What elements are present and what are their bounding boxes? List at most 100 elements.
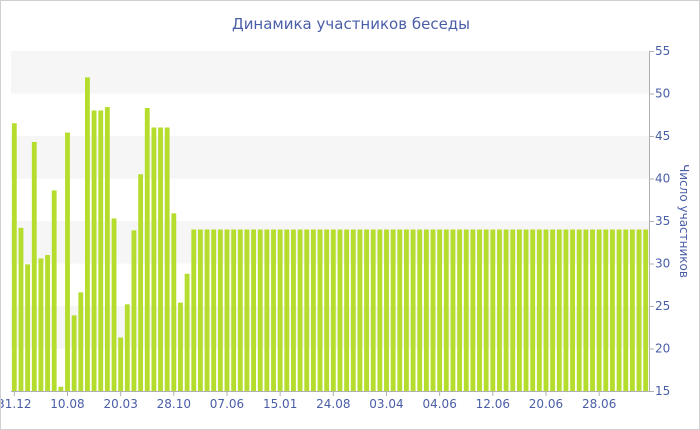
bar xyxy=(384,229,389,391)
bar xyxy=(65,132,70,391)
bar xyxy=(244,229,250,391)
bar xyxy=(217,229,223,391)
bar xyxy=(616,229,622,391)
bar xyxy=(503,229,509,391)
bar xyxy=(317,229,323,391)
bar xyxy=(423,229,429,391)
bar xyxy=(257,229,263,391)
grid-band xyxy=(11,221,649,264)
bar xyxy=(390,229,396,391)
bar xyxy=(191,229,197,391)
bar xyxy=(530,229,536,391)
bar xyxy=(510,229,516,391)
y-tick-label: 20 xyxy=(655,342,670,356)
bar xyxy=(370,229,376,391)
y-tick-label: 25 xyxy=(655,299,670,313)
bar xyxy=(350,229,356,391)
x-tick-label: 31.12 xyxy=(1,397,32,411)
x-tick-label: 12.06 xyxy=(476,397,510,411)
bar xyxy=(457,229,463,391)
bar xyxy=(629,229,635,391)
bar xyxy=(556,229,562,391)
bar xyxy=(636,229,642,391)
y-tick-label: 55 xyxy=(655,44,670,58)
bar xyxy=(91,110,97,391)
bar xyxy=(164,127,170,391)
bar xyxy=(158,127,163,391)
bar xyxy=(477,229,482,391)
bar xyxy=(85,77,90,391)
bar xyxy=(543,229,549,391)
bar xyxy=(184,273,190,391)
bar xyxy=(304,229,310,391)
x-tick-label: 28.06 xyxy=(582,397,616,411)
bar xyxy=(111,218,117,391)
bar xyxy=(297,229,303,391)
bar xyxy=(410,229,416,391)
bar xyxy=(138,174,144,391)
bar xyxy=(536,229,542,391)
bar xyxy=(357,229,363,391)
bar xyxy=(211,229,217,391)
bar xyxy=(337,229,343,391)
bar xyxy=(51,190,57,391)
y-axis-ticks: 15 20 25 30 35 40 45 50 55 xyxy=(649,44,670,398)
x-tick-label: 20.03 xyxy=(103,397,137,411)
bar xyxy=(470,229,476,391)
bar xyxy=(31,141,37,391)
bar xyxy=(397,229,403,391)
bar xyxy=(237,229,243,391)
bar xyxy=(437,229,443,391)
bar-series xyxy=(11,77,649,391)
y-axis-label: Число участников xyxy=(677,164,691,278)
bar xyxy=(483,229,489,391)
bar xyxy=(197,229,203,391)
x-tick-label: 10.08 xyxy=(50,397,84,411)
bar xyxy=(450,229,456,391)
bar xyxy=(264,229,270,391)
bar xyxy=(364,229,369,391)
bar xyxy=(18,227,24,391)
bar xyxy=(38,258,44,391)
bar xyxy=(324,229,330,391)
bar xyxy=(118,337,124,391)
x-tick-label: 20.06 xyxy=(529,397,563,411)
y-tick-label: 35 xyxy=(655,214,670,228)
bar xyxy=(151,127,157,391)
bar xyxy=(58,386,64,391)
bar xyxy=(277,229,283,391)
bar xyxy=(224,229,230,391)
chart-title: Динамика участников беседы xyxy=(232,15,470,33)
bar xyxy=(284,229,290,391)
bar xyxy=(178,302,183,391)
bar xyxy=(131,230,137,391)
bar xyxy=(550,229,556,391)
bar xyxy=(171,213,177,391)
grid-band xyxy=(11,51,649,94)
bar xyxy=(590,229,595,391)
bar xyxy=(344,229,350,391)
bar xyxy=(497,229,502,391)
bar xyxy=(25,264,31,391)
bar xyxy=(291,229,296,391)
bar xyxy=(570,229,575,391)
bar xyxy=(417,229,423,391)
x-tick-label: 03.04 xyxy=(369,397,403,411)
bar xyxy=(516,229,522,391)
bar xyxy=(583,229,589,391)
bar xyxy=(463,229,469,391)
bar xyxy=(144,107,150,391)
bar xyxy=(490,229,496,391)
x-tick-label: 24.08 xyxy=(316,397,350,411)
bar xyxy=(377,229,383,391)
bar xyxy=(204,229,210,391)
bar xyxy=(71,315,77,391)
grid-band xyxy=(11,136,649,179)
y-tick-label: 15 xyxy=(655,384,670,398)
bar xyxy=(104,107,110,391)
bar xyxy=(231,229,237,391)
x-axis-ticks: 31.12 10.08 20.03 28.10 07.06 15.01 24.08 03.04… xyxy=(1,391,616,411)
bar xyxy=(330,229,336,391)
bar xyxy=(563,229,569,391)
